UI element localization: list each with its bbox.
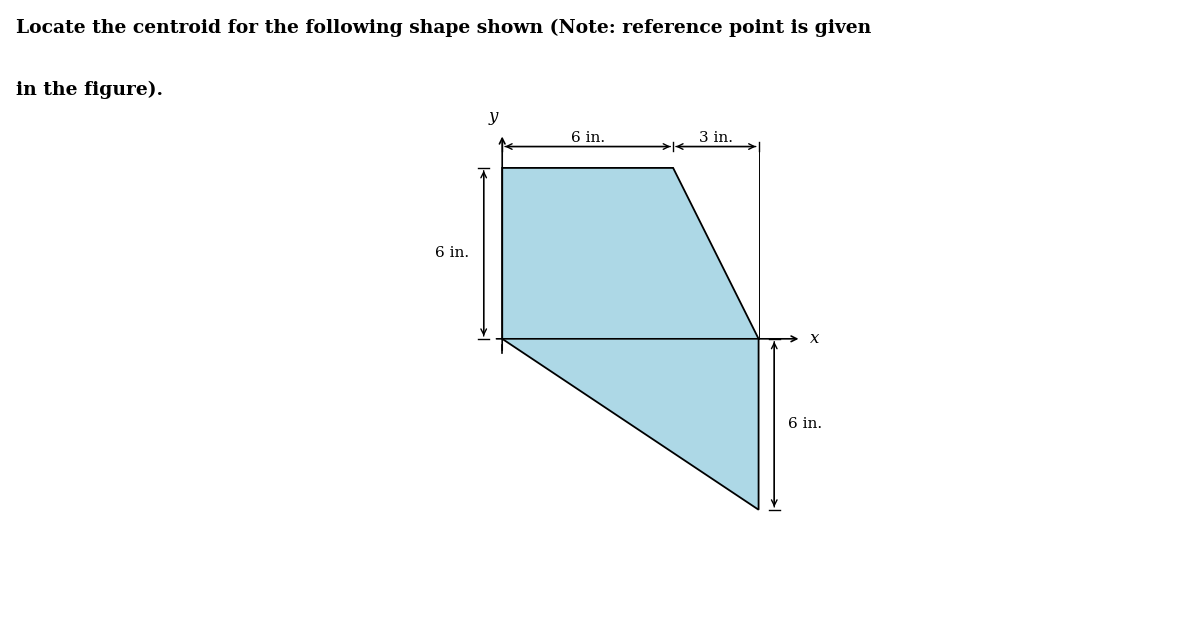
Text: 3 in.: 3 in.: [698, 131, 733, 145]
Text: 6 in.: 6 in.: [788, 417, 823, 432]
Text: y: y: [488, 108, 498, 125]
Text: 6 in.: 6 in.: [570, 131, 605, 145]
Text: Locate the centroid for the following shape shown (Note: reference point is give: Locate the centroid for the following sh…: [16, 19, 871, 37]
Polygon shape: [503, 168, 758, 510]
Text: x: x: [810, 330, 820, 347]
Text: 6 in.: 6 in.: [436, 246, 469, 260]
Text: in the figure).: in the figure).: [16, 81, 163, 99]
